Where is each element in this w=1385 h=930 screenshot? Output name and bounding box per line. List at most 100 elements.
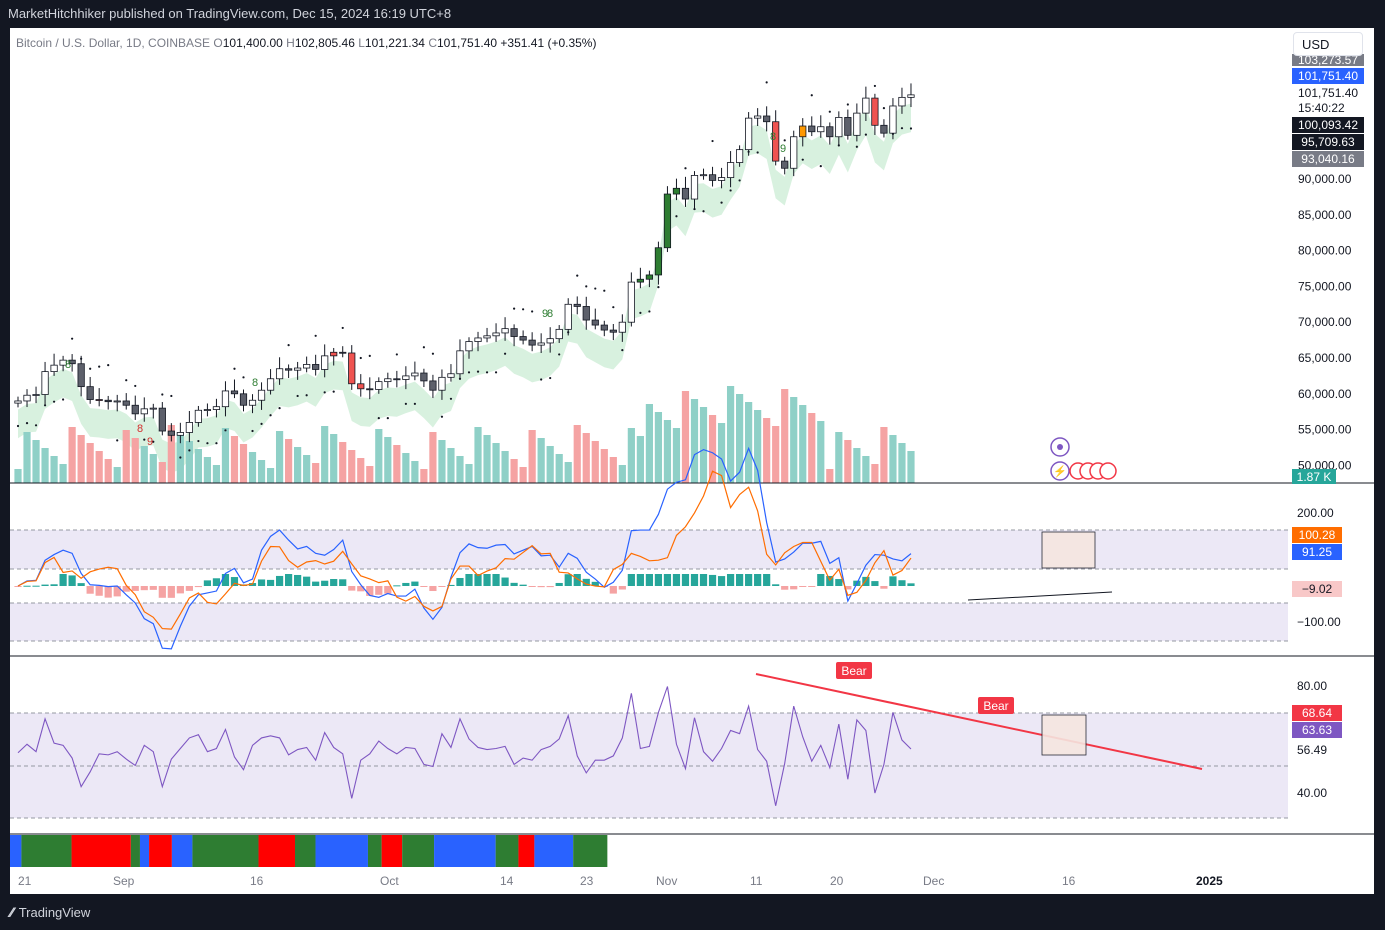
currency-selector[interactable]: USD	[1293, 32, 1363, 56]
macd-hist-bar	[41, 584, 49, 586]
footer-brand[interactable]: ⁄⁄ TradingView	[10, 904, 90, 920]
tag-ma-lower: 93,040.16	[1301, 152, 1355, 166]
volume-bar	[519, 467, 527, 483]
volume-bar	[510, 459, 518, 483]
volume-bar	[907, 451, 915, 483]
time-label: 16	[1062, 874, 1076, 888]
psar-dot	[233, 367, 236, 370]
strip-segment	[495, 835, 519, 867]
candle-body	[681, 187, 690, 200]
strip-segment	[258, 835, 295, 867]
candle-body	[871, 97, 879, 126]
strip-segment	[295, 835, 316, 867]
psar-dot	[251, 429, 254, 433]
candle-body	[366, 388, 374, 391]
macd-hist-bar	[149, 586, 157, 590]
psar-dot	[711, 139, 714, 143]
volume-bar	[763, 418, 771, 483]
volume-bar	[275, 431, 284, 483]
macd-hist-bar	[59, 574, 67, 586]
volume-bar	[23, 432, 31, 483]
brand-name: TradingView	[18, 904, 91, 920]
candle-body	[672, 187, 681, 195]
volume-bar	[212, 465, 221, 483]
psar-dot	[134, 384, 137, 388]
volume-bar	[14, 469, 22, 483]
macd-hist-bar	[645, 574, 653, 586]
psar-dot	[513, 307, 516, 310]
volume-bar	[690, 399, 699, 483]
candle-body	[429, 380, 437, 391]
candle-body	[456, 350, 464, 375]
strip-segment	[381, 835, 403, 867]
volume-bar	[627, 428, 635, 483]
time-label: Dec	[923, 874, 944, 888]
strip-segment	[21, 835, 72, 867]
time-axis: 21 Sep 16 Oct 14 23 Nov 11 20 Dec 16 202…	[18, 874, 1223, 888]
macd-hist-bar	[23, 585, 31, 587]
candle-body	[122, 400, 130, 406]
macd-hist-bar	[95, 586, 103, 596]
volume-bar	[862, 456, 870, 483]
candle-body	[763, 115, 771, 123]
indicator-icons[interactable]: ⚡	[1050, 437, 1117, 481]
macd-hist-bar	[420, 586, 428, 587]
macd-line	[17, 446, 912, 650]
publisher-header: MarketHitchhiker published on TradingVie…	[8, 6, 452, 21]
price-tick: 50,000.00	[1298, 458, 1352, 472]
volume-bar	[537, 438, 545, 483]
psar-dot	[594, 287, 597, 290]
price-tick: 70,000.00	[1298, 315, 1352, 329]
psar-dot	[738, 179, 741, 182]
volume-bar	[140, 446, 148, 483]
time-label: 11	[750, 874, 763, 888]
candle-body	[194, 409, 202, 423]
candle-body	[781, 160, 789, 169]
macd-hist-bar	[68, 575, 76, 586]
volume-bar	[573, 425, 581, 483]
volume-bar	[501, 451, 509, 483]
volume-bar	[717, 423, 726, 483]
strip-segment	[130, 835, 140, 867]
candle-body	[618, 321, 626, 333]
psar-dot	[810, 94, 813, 97]
volume-bar	[149, 454, 157, 483]
macd-hist-bar	[483, 574, 491, 586]
candle-body	[907, 94, 915, 98]
macd-hist-bar	[690, 574, 699, 586]
candle-body	[86, 386, 94, 400]
psar-dot	[152, 440, 155, 443]
psar-dot	[242, 376, 245, 379]
macd-hist-bar	[799, 586, 807, 587]
volume-bar	[817, 421, 825, 483]
macd-hist-bar	[609, 586, 617, 594]
macd-hist-bar	[221, 574, 230, 586]
macd-hist-bar	[86, 586, 94, 594]
strip-segment	[139, 835, 150, 867]
macd-hist-bar	[104, 586, 112, 598]
candle-body	[627, 281, 635, 323]
candle-body	[772, 121, 780, 162]
macd-hist-bar	[591, 581, 599, 586]
macd-hist-bar	[312, 581, 320, 586]
macd-hist-bar	[745, 574, 753, 586]
psar-dot	[900, 127, 904, 130]
psar-dot	[287, 344, 290, 347]
tag-macd: 91.25	[1302, 545, 1332, 559]
macd-hist-bar	[366, 586, 374, 596]
volume-bar	[708, 415, 717, 483]
macd-hist-bar	[140, 586, 148, 591]
psar-dot	[909, 127, 913, 130]
volume-bar	[736, 394, 744, 483]
candle-body	[853, 112, 861, 136]
volume-bar	[898, 443, 906, 483]
time-label-year: 2025	[1196, 874, 1223, 888]
psar-dot	[62, 398, 65, 401]
psar-dot	[188, 449, 191, 452]
macd-hist-bar	[555, 582, 563, 586]
psar-dot	[314, 334, 317, 337]
price-tick: 60,000.00	[1298, 387, 1352, 401]
macd-hist-bar	[835, 579, 843, 586]
price-tick: 80,000.00	[1298, 244, 1352, 258]
